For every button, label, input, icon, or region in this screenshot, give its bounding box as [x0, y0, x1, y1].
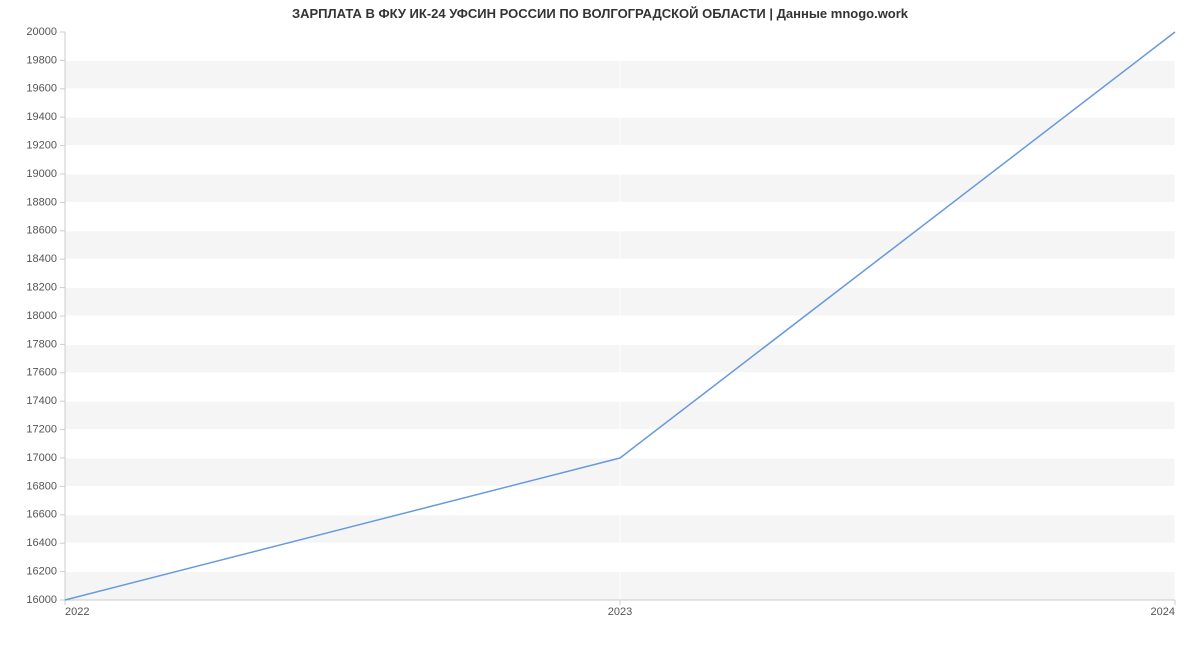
y-tick-label: 17600 [26, 367, 57, 379]
y-tick-label: 17800 [26, 338, 57, 350]
y-tick-label: 17400 [26, 395, 57, 407]
chart-container: ЗАРПЛАТА В ФКУ ИК-24 УФСИН РОССИИ ПО ВОЛ… [0, 0, 1200, 650]
y-tick-label: 17200 [26, 424, 57, 436]
y-tick-label: 18600 [26, 225, 57, 237]
y-tick-label: 18200 [26, 282, 57, 294]
y-tick-label: 18000 [26, 310, 57, 322]
y-tick-label: 19000 [26, 168, 57, 180]
y-tick-label: 16000 [26, 594, 57, 606]
y-tick-label: 17000 [26, 452, 57, 464]
x-tick-label: 2024 [1151, 606, 1175, 618]
y-tick-label: 16200 [26, 566, 57, 578]
x-tick-label: 2023 [608, 606, 632, 618]
x-tick-label: 2022 [65, 606, 89, 618]
y-tick-label: 19800 [26, 54, 57, 66]
chart-svg: 16000 16200 16400 16600 16800 17000 17200 17400… [0, 0, 1200, 650]
y-tick-label: 19200 [26, 140, 57, 152]
y-tick-label: 16800 [26, 480, 57, 492]
y-tick-label: 20000 [26, 26, 57, 38]
y-tick-label: 16400 [26, 537, 57, 549]
y-tick-label: 19600 [26, 83, 57, 95]
y-tick-label: 16600 [26, 509, 57, 521]
y-tick-label: 18800 [26, 196, 57, 208]
y-tick-label: 19400 [26, 111, 57, 123]
y-tick-label: 18400 [26, 253, 57, 265]
